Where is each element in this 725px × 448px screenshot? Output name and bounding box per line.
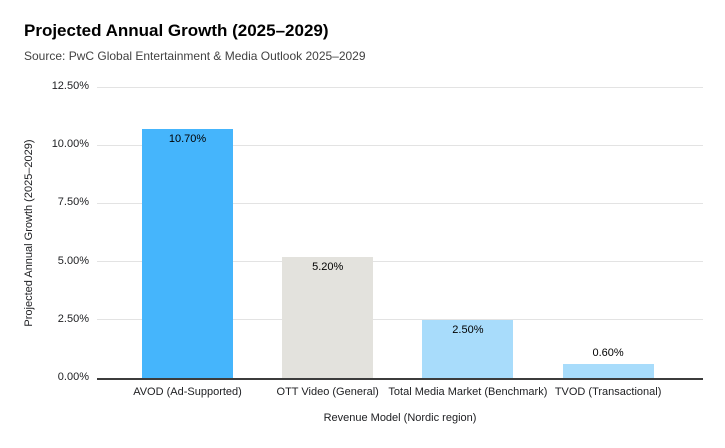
chart-title: Projected Annual Growth (2025–2029) (24, 21, 329, 40)
bar (422, 319, 514, 378)
bar-value-label: 0.60% (592, 347, 624, 360)
plot-area: 10.70% AVOD (Ad-Supported) 5.20% OTT Video … (97, 86, 703, 398)
y-axis-tick-label: 7.50% (57, 196, 89, 209)
y-axis-tick-label: 10.00% (51, 138, 89, 151)
bar (142, 128, 233, 378)
bar-value-label: 2.50% (452, 323, 484, 336)
x-category-label: TVOD (Transactional) (554, 386, 662, 398)
x-category-label: Total Media Market (Benchmark) (388, 386, 548, 398)
gridline (97, 261, 703, 263)
x-category-label: OTT Video (General) (276, 386, 379, 398)
y-axis-tick-label: 5.00% (57, 254, 89, 267)
y-axis-tick-label: 2.50% (57, 312, 89, 325)
bar-value-label: 5.20% (312, 260, 344, 273)
y-axis-title: Projected Annual Growth (2025–2029) (23, 139, 35, 327)
gridline (97, 144, 703, 146)
y-axis-tick-label: 12.50% (51, 80, 89, 92)
chart-subtitle: Source: PwC Global Entertainment & Media… (24, 49, 366, 63)
gridline (97, 202, 703, 204)
gridline (97, 319, 703, 321)
bar (562, 364, 654, 378)
gridline (97, 86, 703, 88)
y-axis-tick-label: 0.00% (57, 371, 89, 383)
x-axis-title: Revenue Model (Nordic region) (323, 412, 477, 424)
bar-value-label: 10.70% (168, 132, 207, 145)
bar (282, 256, 374, 378)
x-category-label: AVOD (Ad-Supported) (133, 386, 242, 398)
